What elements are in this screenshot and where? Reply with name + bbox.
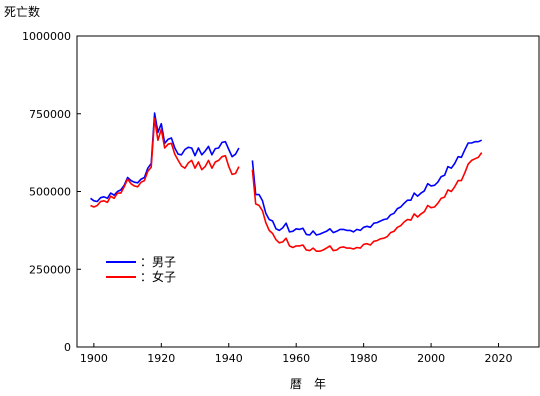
legend-label-2: ：女子 [140,269,176,284]
x-tick-label: 1980 [350,352,378,365]
x-tick-label: 2020 [485,352,513,365]
series-layer [90,112,483,252]
y-axis-ticks: 0 250000 500000 750000 1000000 [22,30,81,354]
x-axis-ticks: 1900 1920 1940 1960 1980 2000 2020 [80,343,513,365]
x-axis-label: 暦 年 [290,377,326,391]
legend: ：男子：女子 [106,255,176,284]
series-2-line-segment-1 [90,117,240,208]
y-tick-label: 1000000 [22,30,71,43]
y-tick-label: 500000 [29,186,71,199]
x-tick-label: 1940 [215,352,243,365]
x-tick-label: 1920 [147,352,175,365]
series-1-line-segment-1 [90,112,240,203]
y-tick-label: 750000 [29,108,71,121]
y-axis-label: 死亡数 [4,4,40,19]
series-2-line-segment-2 [251,152,483,252]
x-tick-label: 1900 [80,352,108,365]
plot-frame [76,35,540,348]
legend-label-1: ：男子 [140,255,176,269]
series-1-line-segment-2 [251,139,483,236]
x-tick-label: 2000 [417,352,445,365]
x-tick-label: 1960 [282,352,310,365]
y-tick-label: 0 [64,341,71,354]
y-tick-label: 250000 [29,263,71,276]
